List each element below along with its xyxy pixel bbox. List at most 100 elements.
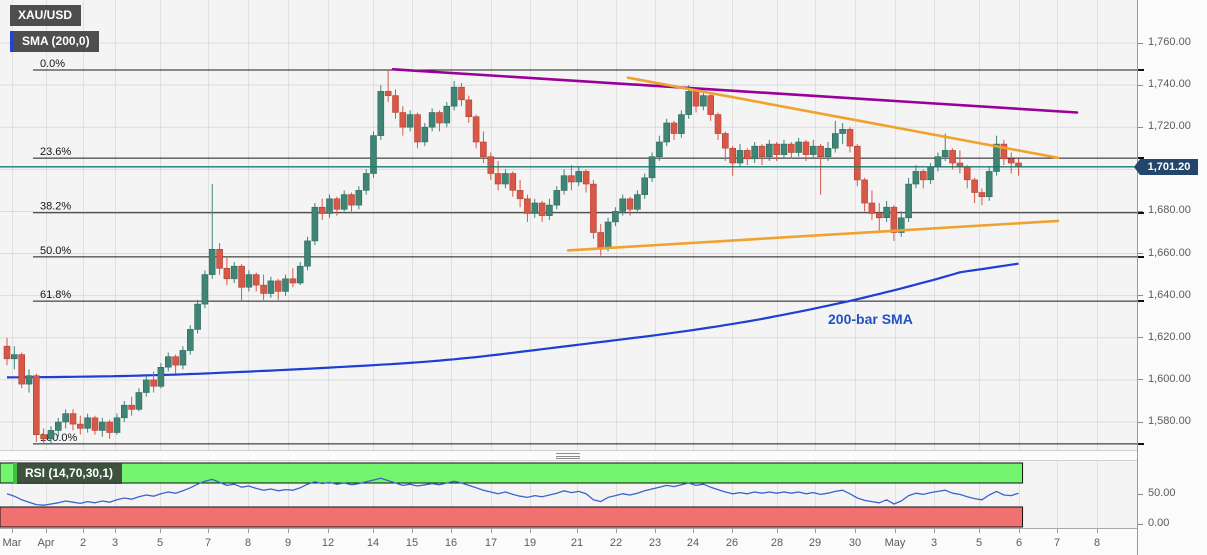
candle — [318, 206, 326, 214]
time-tick — [577, 529, 578, 533]
candle — [128, 404, 135, 410]
time-axis[interactable]: Mar Apr 2 3 5 7 8 9 12 14 15 16 17 19 21 22 23 24 26 28 29 30… — [0, 528, 1137, 555]
candle — [62, 413, 69, 423]
time-axis-label: 15 — [405, 537, 419, 549]
time-tick — [732, 529, 733, 533]
candle — [289, 278, 297, 284]
candle — [348, 194, 355, 206]
candle — [890, 206, 898, 233]
candle — [106, 421, 113, 433]
candle — [853, 145, 861, 181]
candle — [846, 129, 854, 147]
candle — [560, 175, 568, 191]
price-axis-label: 1,580.00 — [1148, 415, 1191, 427]
candle — [40, 434, 47, 440]
time-axis-label: 29 — [808, 537, 822, 549]
price-axis-label: 1,600.00 — [1148, 372, 1191, 385]
candle — [656, 141, 663, 157]
fib-label: 50.0% — [40, 245, 71, 257]
candle — [590, 183, 597, 233]
candle — [458, 86, 465, 101]
price-pane[interactable]: 0.0% 23.6% 38.2% 50.0% 61.8% 100.0% XAU/USD S… — [0, 0, 1137, 450]
candle — [612, 211, 619, 223]
candle — [773, 143, 780, 155]
candle — [868, 202, 876, 214]
candle — [194, 303, 201, 330]
time-tick — [1057, 529, 1058, 533]
time-tick — [288, 529, 289, 533]
candle — [311, 206, 319, 242]
candle — [230, 265, 238, 280]
trendlines — [391, 68, 1079, 252]
price-axis[interactable]: 1,701.20 1,760.00 1,740.00 1,720.00 1,680.0… — [1134, 0, 1207, 555]
time-axis-label: 8 — [1093, 537, 1101, 549]
candle — [216, 249, 223, 269]
candle — [340, 194, 348, 210]
rsi-zones — [0, 462, 1024, 528]
candle — [99, 421, 106, 431]
candle — [802, 141, 810, 155]
candle — [362, 173, 370, 191]
time-tick — [412, 529, 413, 533]
candle — [934, 156, 942, 168]
time-axis-label: 8 — [244, 537, 252, 549]
sma-line-label: 200-bar SMA — [828, 311, 913, 327]
time-tick — [855, 529, 856, 533]
candle — [32, 375, 40, 436]
candle — [700, 95, 707, 107]
time-tick — [693, 529, 694, 533]
fib-label: 61.8% — [40, 289, 71, 301]
candle — [824, 148, 832, 158]
candle — [370, 135, 377, 174]
rsi-indicator-badge[interactable]: RSI (14,70,30,1) — [13, 463, 123, 484]
candle — [333, 198, 341, 210]
candle — [296, 265, 304, 284]
time-tick — [248, 529, 249, 533]
price-tick — [1138, 42, 1143, 44]
candle — [450, 86, 458, 107]
current-price-badge: 1,701.20 — [1134, 159, 1198, 175]
candle — [54, 421, 62, 431]
pane-splitter[interactable] — [0, 450, 1137, 460]
sma-indicator-badge[interactable]: SMA (200,0) — [10, 31, 99, 52]
candle — [282, 278, 289, 292]
candle — [392, 95, 399, 113]
time-axis-label: 9 — [284, 537, 292, 549]
candle — [179, 350, 187, 366]
candle — [641, 177, 649, 195]
time-axis-label: 2 — [79, 537, 87, 549]
candle — [135, 392, 143, 410]
price-chart-canvas: 0.0%23.6%38.2%50.0%61.8%100.0% — [0, 0, 1137, 450]
candle — [941, 150, 949, 157]
candle — [245, 274, 253, 288]
price-tick — [1138, 295, 1143, 297]
time-tick — [1097, 529, 1098, 533]
candle — [809, 145, 817, 155]
candle — [971, 179, 978, 193]
time-axis-label: 7 — [1053, 537, 1061, 549]
time-axis-label: 22 — [609, 537, 623, 549]
candle — [531, 202, 539, 214]
time-tick — [979, 529, 980, 533]
price-tick — [1138, 210, 1143, 212]
rsi-pane[interactable]: RSI (14,70,30,1) — [0, 460, 1137, 528]
candle — [3, 345, 11, 360]
fib-level-tick — [1138, 300, 1144, 303]
candle — [582, 171, 590, 185]
candle — [406, 114, 414, 128]
price-axis-label: 1,660.00 — [1148, 246, 1191, 259]
pane-splitter-handle[interactable] — [556, 453, 580, 459]
candle — [377, 91, 385, 136]
time-tick — [1019, 529, 1020, 533]
candle — [897, 217, 905, 233]
rsi-axis-label: 0.00 — [1148, 517, 1170, 529]
time-axis-label: Mar — [2, 537, 22, 549]
candle — [238, 265, 245, 288]
time-axis-label: 5 — [975, 537, 983, 549]
grid — [0, 0, 1137, 450]
oversold-zone — [0, 506, 1024, 528]
rsi-tick — [1138, 523, 1143, 525]
candle — [963, 166, 971, 181]
fib-level-tick — [1138, 211, 1144, 214]
